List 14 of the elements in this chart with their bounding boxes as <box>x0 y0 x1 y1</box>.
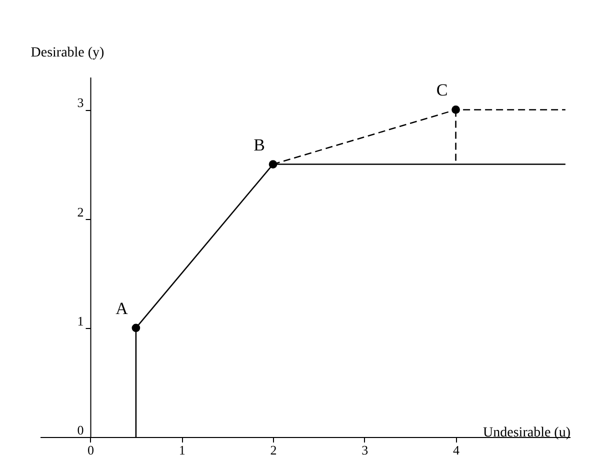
y-tick-label: 3 <box>77 95 84 110</box>
x-tick-label: 4 <box>453 442 460 458</box>
y-tick-label: 0 <box>77 422 84 438</box>
annotation: B <box>254 135 266 154</box>
x-tick-label: 1 <box>178 442 186 458</box>
x-axis-title: Undesirable (u) <box>483 426 571 440</box>
x-tick-label: 2 <box>270 442 277 458</box>
annotation: A <box>116 298 129 318</box>
annotation: C <box>436 80 448 100</box>
x-tick-label: 3 <box>362 442 368 458</box>
x-tick-label: 0 <box>88 442 94 458</box>
y-axis-title: Desirable (y) <box>30 46 105 60</box>
y-tick-label: 1 <box>77 313 84 328</box>
y-tick-label: 2 <box>77 204 84 220</box>
